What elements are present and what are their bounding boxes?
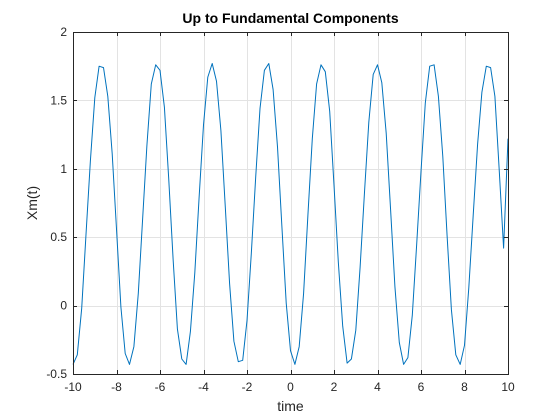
x-tick-label: 6 [418,380,425,394]
y-tick-label: -0.5 [46,367,67,381]
x-tick-label: -10 [64,380,82,394]
x-tick-label: 8 [461,380,468,394]
y-axis-label: Xm(t) [24,186,40,220]
tick-labels: -10 -8 -6 -4 -2 0 2 4 6 8 10 -0.5 0 0.5 1 1.5 2 [46,25,515,394]
x-tick-label: 0 [287,380,294,394]
x-tick-label: -4 [198,380,209,394]
x-tick-label: -6 [155,380,166,394]
x-axis-label: time [277,398,304,414]
x-tick-label: -2 [242,380,253,394]
y-tick-label: 2 [60,25,67,39]
plot-area [73,32,508,374]
y-tick-label: 0 [60,299,67,313]
chart-title: Up to Fundamental Components [182,10,398,26]
series-group [72,63,509,365]
series-line [72,63,509,365]
tick-marks [73,32,509,375]
y-tick-label: 0.5 [50,230,67,244]
x-tick-label: 2 [331,380,338,394]
y-tick-label: 1 [60,162,67,176]
y-tick-label: 1.5 [50,93,67,107]
x-tick-label: 4 [374,380,381,394]
x-tick-label: -8 [111,380,122,394]
x-tick-label: 10 [501,380,515,394]
